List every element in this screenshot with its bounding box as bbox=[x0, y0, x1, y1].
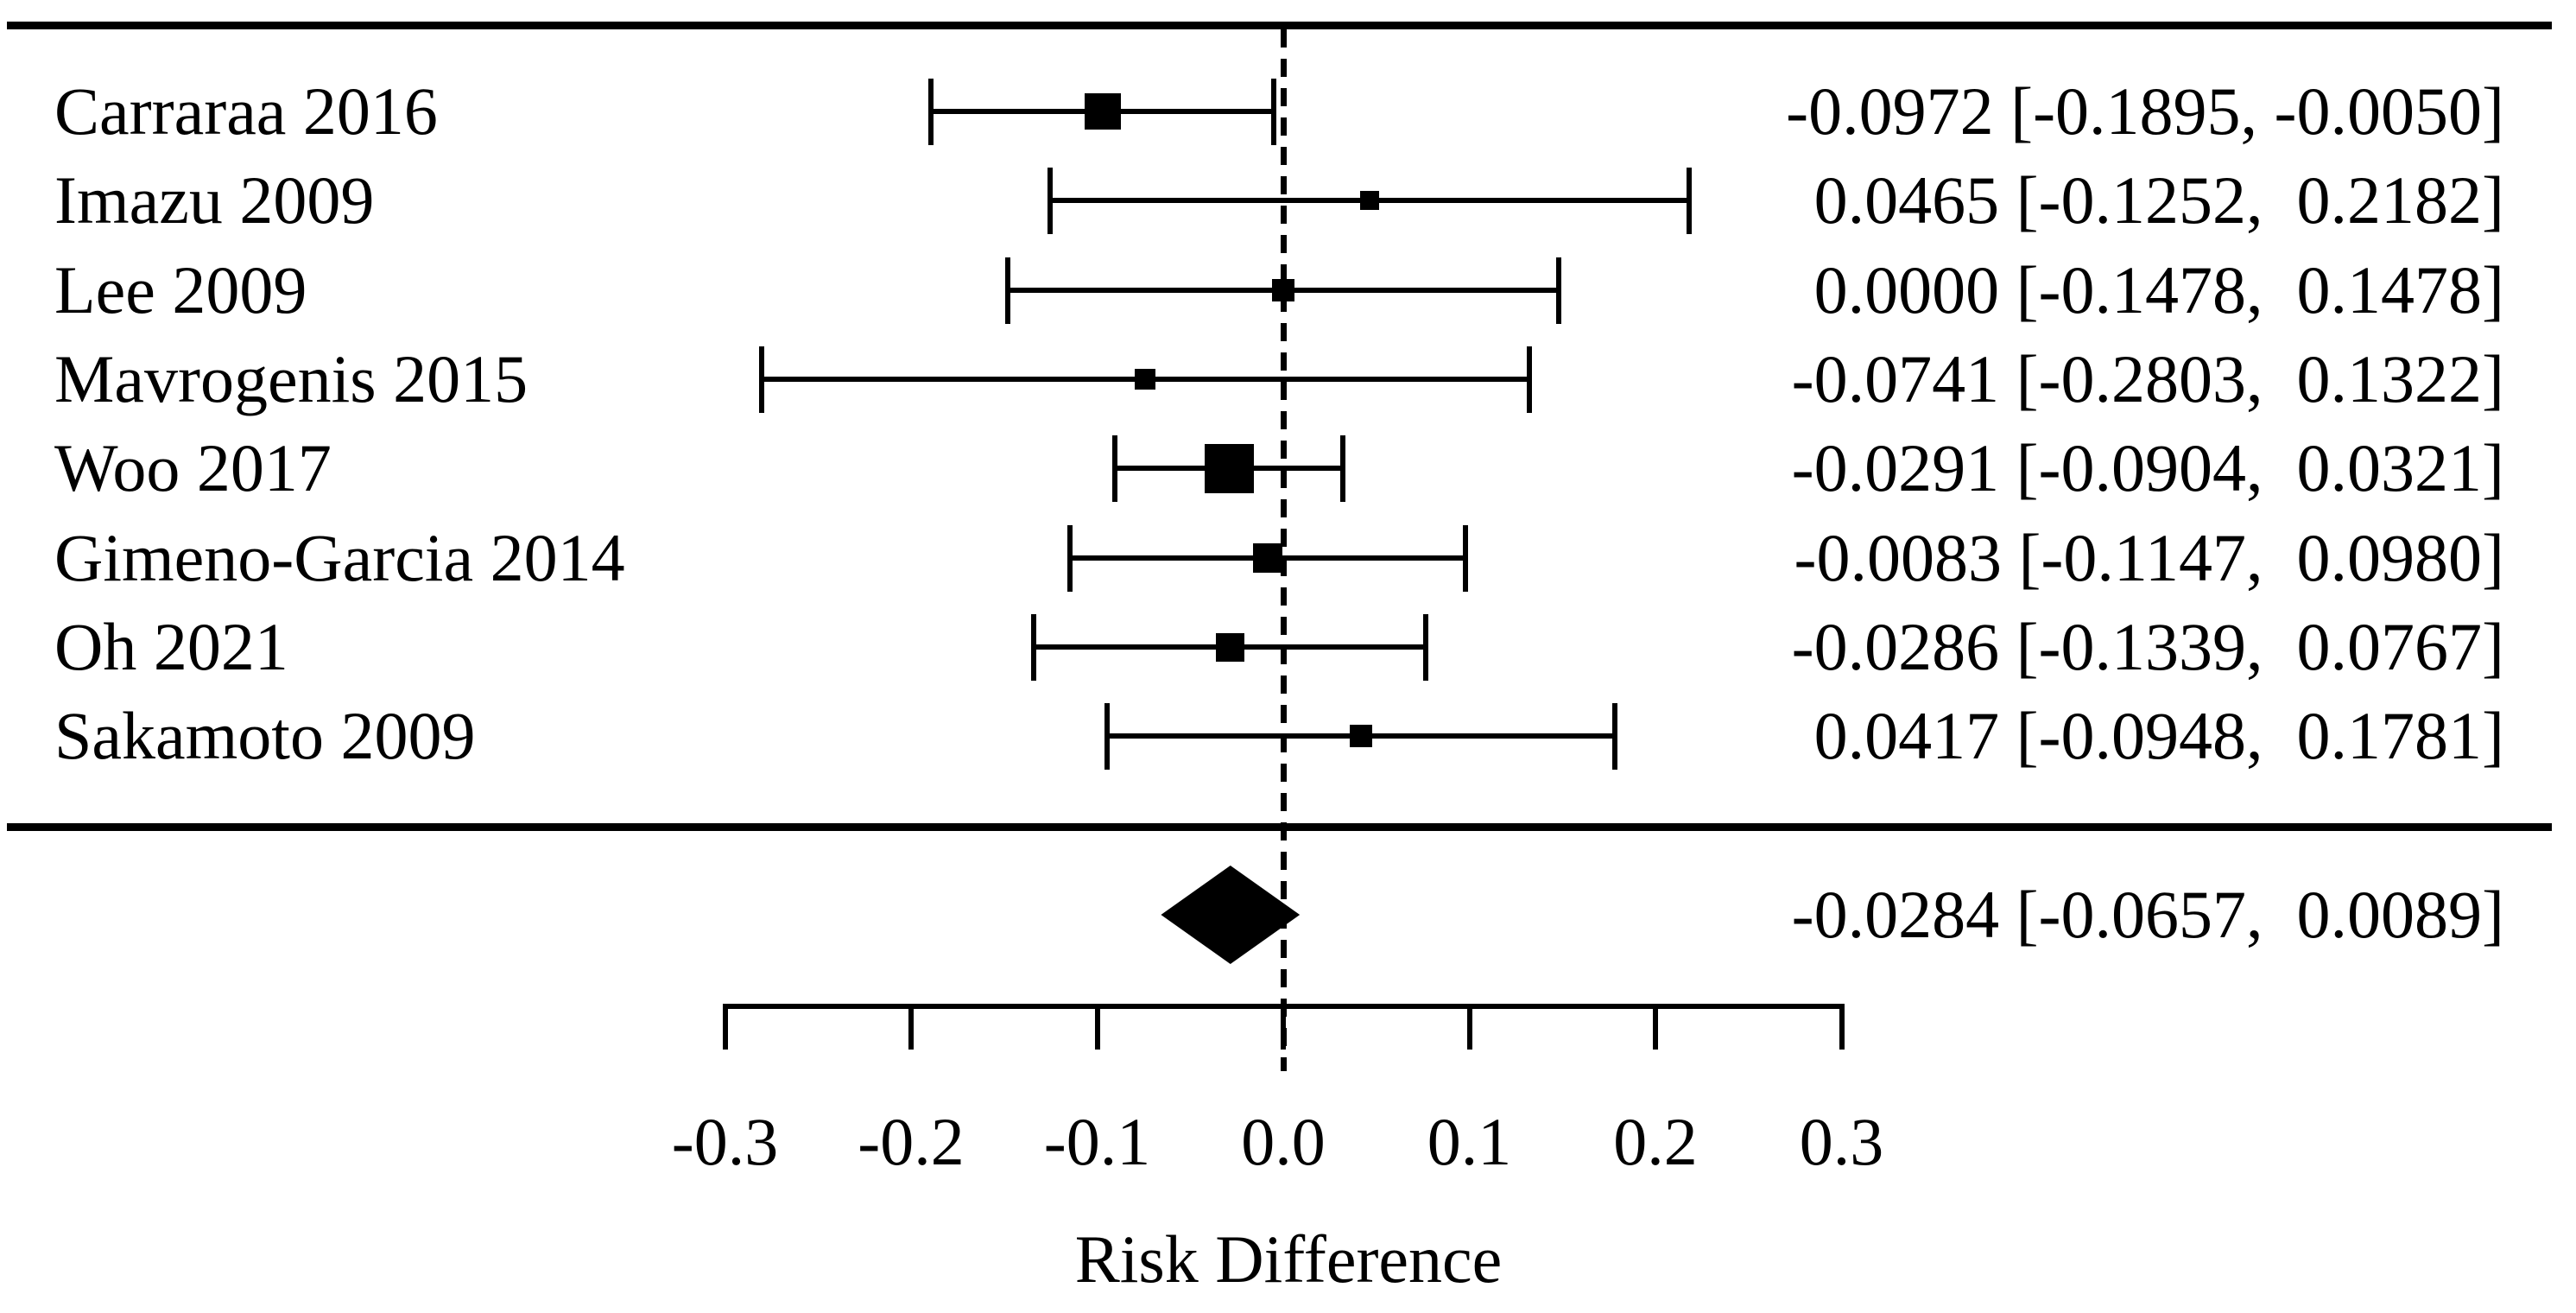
summary-diamond bbox=[1161, 866, 1301, 964]
tick-label: -0.2 bbox=[858, 1104, 965, 1179]
ci-cap-left bbox=[1104, 702, 1110, 770]
tick-label: -0.1 bbox=[1043, 1104, 1151, 1179]
effect-square bbox=[1360, 191, 1380, 210]
tick-label: -0.3 bbox=[671, 1104, 779, 1179]
effect-square bbox=[1204, 443, 1254, 493]
tick-mark bbox=[1653, 1006, 1658, 1050]
ci-cap-right bbox=[1271, 78, 1277, 145]
top-rule bbox=[7, 22, 2552, 29]
ci-cap-right bbox=[1340, 434, 1346, 502]
zero-reference-line bbox=[1280, 29, 1287, 1071]
ci-cap-right bbox=[1611, 702, 1617, 770]
tick-label: 0.1 bbox=[1427, 1104, 1512, 1179]
separator-rule bbox=[7, 823, 2552, 831]
tick-label: 0.3 bbox=[1799, 1104, 1884, 1179]
effect-square bbox=[1253, 543, 1283, 573]
effect-square bbox=[1272, 279, 1294, 301]
ci-cap-left bbox=[1031, 613, 1037, 681]
study-label: Woo 2017 bbox=[54, 430, 332, 505]
study-value: 0.0465 [-0.1252, 0.2182] bbox=[1813, 162, 2504, 238]
effect-square bbox=[1135, 369, 1156, 390]
ci-cap-left bbox=[758, 346, 764, 413]
study-value: -0.0286 [-0.1339, 0.0767] bbox=[1791, 609, 2504, 684]
study-label: Sakamoto 2009 bbox=[54, 698, 476, 773]
effect-square bbox=[1349, 725, 1372, 747]
tick-label: 0.0 bbox=[1241, 1104, 1326, 1179]
study-label: Carraraa 2016 bbox=[54, 73, 438, 149]
study-label: Gimeno-Garcia 2014 bbox=[54, 520, 625, 595]
ci-cap-right bbox=[1463, 524, 1469, 592]
tick-mark bbox=[1281, 1006, 1286, 1050]
ci-cap-left bbox=[1066, 524, 1073, 592]
ci-cap-right bbox=[1423, 613, 1429, 681]
ci-cap-left bbox=[927, 78, 934, 145]
study-value: 0.0000 [-0.1478, 0.1478] bbox=[1813, 252, 2504, 327]
effect-square bbox=[1084, 93, 1121, 130]
ci-cap-right bbox=[1526, 346, 1532, 413]
ci-cap-right bbox=[1687, 167, 1693, 234]
x-axis-title: Risk Difference bbox=[1074, 1221, 1503, 1297]
study-value: -0.0083 [-0.1147, 0.0980] bbox=[1794, 520, 2504, 595]
study-label: Oh 2021 bbox=[54, 609, 288, 684]
study-label: Imazu 2009 bbox=[54, 162, 375, 238]
tick-mark bbox=[722, 1006, 728, 1050]
study-value: -0.0972 [-0.1895, -0.0050] bbox=[1786, 73, 2504, 149]
tick-label: 0.2 bbox=[1613, 1104, 1698, 1179]
ci-cap-left bbox=[1047, 167, 1054, 234]
ci-cap-right bbox=[1555, 257, 1561, 324]
ci-cap-left bbox=[1112, 434, 1118, 502]
tick-mark bbox=[1466, 1006, 1472, 1050]
study-value: 0.0417 [-0.0948, 0.1781] bbox=[1813, 698, 2504, 773]
study-value: -0.0291 [-0.0904, 0.0321] bbox=[1791, 430, 2504, 505]
summary-value: -0.0284 [-0.0657, 0.0089] bbox=[1791, 877, 2504, 952]
tick-mark bbox=[908, 1006, 914, 1050]
effect-square bbox=[1215, 632, 1244, 662]
tick-mark bbox=[1839, 1006, 1845, 1050]
ci-cap-left bbox=[1005, 257, 1011, 324]
study-value: -0.0741 [-0.2803, 0.1322] bbox=[1791, 341, 2504, 416]
study-label: Mavrogenis 2015 bbox=[54, 341, 528, 416]
tick-mark bbox=[1094, 1006, 1100, 1050]
study-label: Lee 2009 bbox=[54, 252, 307, 327]
